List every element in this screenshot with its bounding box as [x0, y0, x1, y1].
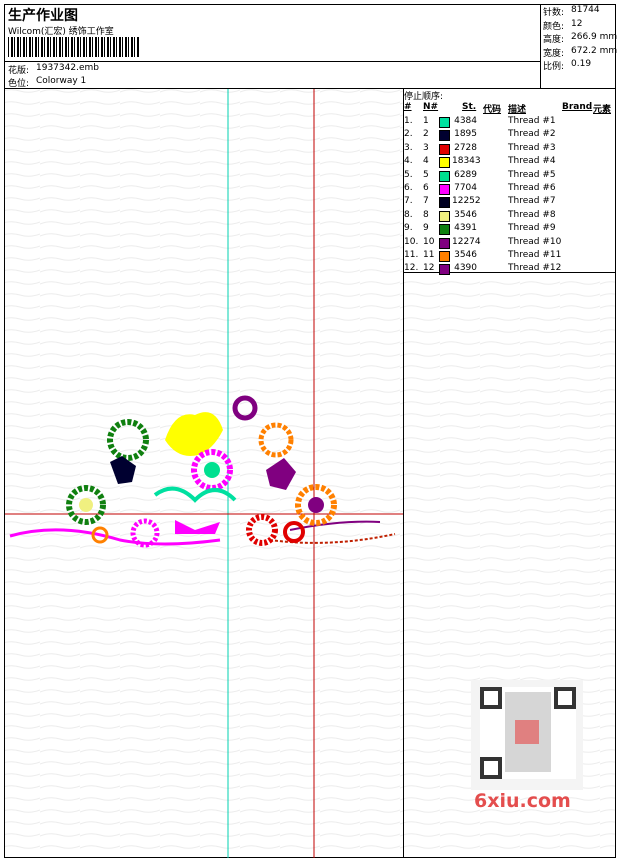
color-swatch: [439, 157, 450, 169]
column-header: St.: [462, 102, 477, 112]
company: Wilcom(汇宏) 绣饰工作室: [8, 27, 114, 37]
stitches: 7704: [454, 183, 477, 193]
qr-watermark: [471, 680, 583, 790]
description: Thread #3: [508, 142, 556, 153]
column-header: 代码: [483, 105, 502, 115]
stitches: 4384: [454, 116, 477, 126]
stitches: 2728: [454, 142, 477, 153]
needle: 12: [423, 263, 435, 274]
description: Thread #1: [508, 116, 556, 126]
needle: 9: [423, 223, 429, 234]
description: Thread #11: [508, 250, 562, 260]
column-header: Brand: [562, 102, 593, 112]
watermark-text: 6xiu.com: [474, 790, 571, 812]
description: Thread #9: [508, 223, 556, 234]
stitches: 12252: [452, 196, 481, 207]
stitches: 12274: [452, 236, 481, 247]
stitches: 18343: [452, 156, 481, 167]
design-label: 花版:: [8, 66, 30, 76]
needle: 10: [423, 236, 435, 247]
color-swatch: [439, 170, 450, 182]
stat-value: 672.2 mm: [571, 45, 618, 56]
color-swatch: [439, 210, 450, 222]
column-header: 元素: [593, 105, 612, 115]
needle: 4: [423, 156, 429, 167]
stitches: 4390: [454, 263, 477, 274]
row-index: 9.: [404, 223, 413, 234]
needle: 1: [423, 116, 429, 126]
description: Thread #12: [508, 263, 562, 274]
stitches: 6289: [454, 169, 477, 180]
row-index: 5.: [404, 169, 413, 180]
color-swatch: [439, 237, 450, 249]
description: Thread #10: [508, 236, 562, 247]
stat-label: 针数:: [543, 8, 565, 18]
color-swatch: [439, 251, 450, 262]
stat-value: 12: [571, 18, 583, 29]
needle: 2: [423, 129, 429, 140]
color-swatch: [439, 184, 450, 195]
description: Thread #2: [508, 129, 556, 140]
stat-value: 0.19: [571, 59, 592, 69]
needle: 11: [423, 250, 435, 260]
stat-value: 266.9 mm: [571, 32, 618, 42]
row-index: 3.: [404, 142, 413, 153]
needle: 5: [423, 169, 429, 180]
column-header: #: [404, 102, 412, 112]
stat-label: 颜色:: [543, 21, 565, 32]
table-title: 停止顺序:: [404, 92, 444, 102]
row-index: 1.: [404, 116, 413, 126]
stitches: 1895: [454, 129, 477, 140]
needle: 3: [423, 142, 429, 153]
design-file: 1937342.emb: [36, 63, 99, 73]
needle: 8: [423, 209, 429, 220]
column-header: 描述: [508, 105, 527, 115]
stat-label: 宽度:: [543, 48, 565, 59]
column-header: N#: [423, 102, 439, 112]
row-index: 8.: [404, 209, 413, 220]
stat-value: 81744: [571, 5, 600, 15]
color-swatch: [439, 143, 450, 155]
row-index: 12.: [404, 263, 419, 274]
barcode: [8, 37, 140, 57]
row-index: 7.: [404, 196, 413, 207]
embroidery-design: [9, 395, 396, 548]
description: Thread #4: [508, 156, 556, 167]
description: Thread #7: [508, 196, 556, 207]
colorway: Colorway 1: [36, 76, 87, 86]
row-index: 10.: [404, 236, 419, 247]
title: 生产作业图: [8, 8, 78, 24]
row-index: 2.: [404, 129, 413, 140]
colorway-label: 色位:: [8, 79, 30, 89]
stat-label: 比例:: [543, 62, 565, 72]
color-swatch: [439, 264, 450, 276]
color-swatch: [439, 224, 450, 236]
needle: 6: [423, 183, 429, 193]
description: Thread #5: [508, 169, 556, 180]
stitches: 3546: [454, 250, 477, 260]
stat-label: 高度:: [543, 35, 565, 45]
color-swatch: [439, 130, 450, 142]
row-index: 11.: [404, 250, 419, 260]
row-index: 6.: [404, 183, 413, 193]
stitches: 4391: [454, 223, 477, 234]
stitches: 3546: [454, 209, 477, 220]
needle: 7: [423, 196, 429, 207]
color-swatch: [439, 117, 450, 128]
row-index: 4.: [404, 156, 413, 167]
description: Thread #6: [508, 183, 556, 193]
description: Thread #8: [508, 209, 556, 220]
color-swatch: [439, 197, 450, 209]
